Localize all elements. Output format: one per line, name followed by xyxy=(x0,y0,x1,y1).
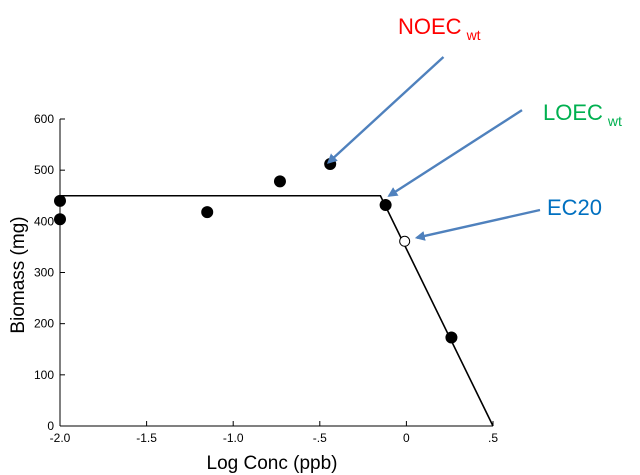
x-tick-label: -1.5 xyxy=(136,431,157,445)
data-point xyxy=(201,206,214,219)
loec-label: LOEC wt xyxy=(543,100,622,129)
fit-line xyxy=(60,194,494,427)
x-tick-label: -.5 xyxy=(313,431,327,445)
x-tick-label: .5 xyxy=(488,431,498,445)
fit-line-group xyxy=(60,194,494,427)
annotation-loec: LOEC wt xyxy=(543,100,622,129)
annotation-noec: NOEC wt xyxy=(398,14,481,43)
noec-label: NOEC wt xyxy=(398,14,481,43)
x-tick-label: -2.0 xyxy=(50,431,71,445)
ec20-label: EC20 xyxy=(547,195,602,220)
y-tick-label: 500 xyxy=(34,163,54,177)
loec-arrow xyxy=(387,109,523,197)
noec-subscript: wt xyxy=(466,27,481,43)
annotation-arrows xyxy=(326,56,541,241)
y-tick-label: 0 xyxy=(47,419,54,433)
x-tick-label: 0 xyxy=(403,431,410,445)
noec-arrow xyxy=(326,56,445,164)
y-tick-label: 400 xyxy=(34,214,54,228)
data-point xyxy=(54,213,66,226)
loec-main: LOEC xyxy=(543,100,603,125)
ec20-arrow xyxy=(414,208,541,241)
noec-main: NOEC xyxy=(398,14,462,39)
loec-subscript: wt xyxy=(607,113,622,129)
ec20-main: EC20 xyxy=(547,195,602,220)
annotation-ec20: EC20 xyxy=(547,195,602,220)
y-tick-label: 100 xyxy=(34,368,54,382)
data-point xyxy=(54,194,66,207)
data-point xyxy=(445,331,458,344)
y-tick-label: 200 xyxy=(34,317,54,331)
data-point xyxy=(273,175,286,188)
axes xyxy=(59,119,493,427)
x-axis-title: Log Conc (ppb) xyxy=(207,453,338,474)
data-points xyxy=(54,158,458,344)
x-tick-label: -1.0 xyxy=(223,431,244,445)
y-tick-label: 600 xyxy=(34,112,54,126)
x-axis-ticks: -2.0 -1.5 -1.0 -.5 0 .5 xyxy=(50,421,498,445)
ec20-point xyxy=(399,235,411,247)
y-axis-title: Biomass (mg) xyxy=(8,216,29,333)
y-axis-ticks: 0 100 200 300 400 500 600 xyxy=(34,112,65,433)
y-tick-label: 300 xyxy=(34,266,54,280)
data-point xyxy=(379,198,392,211)
